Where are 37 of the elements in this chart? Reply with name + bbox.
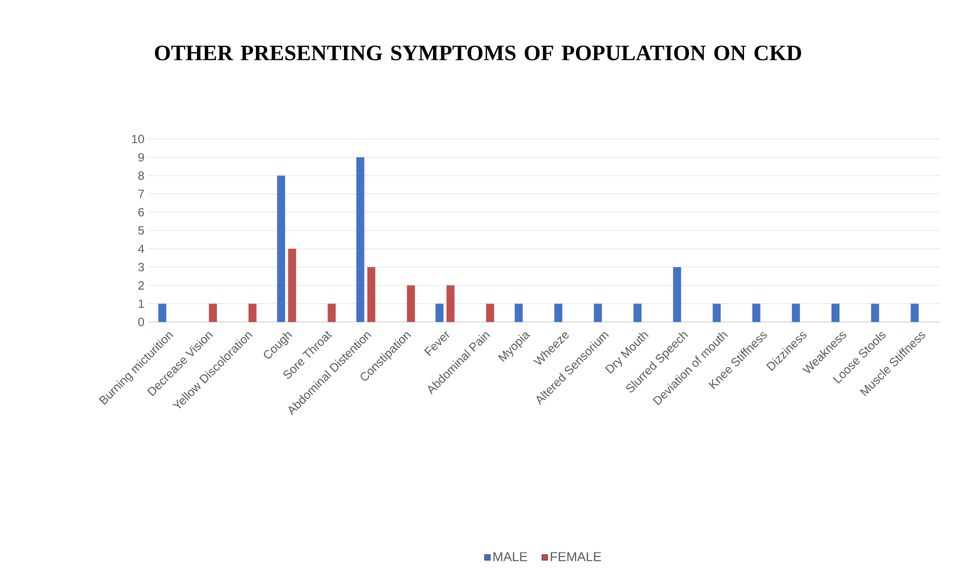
y-tick-label: 0 — [138, 318, 144, 326]
bar — [871, 304, 880, 322]
bar — [792, 304, 800, 322]
y-tick-label: 10 — [132, 134, 144, 144]
y-tick-label: 3 — [138, 262, 144, 272]
bar — [436, 304, 444, 322]
bar — [277, 176, 286, 322]
bar — [514, 304, 523, 322]
y-tick-label: 5 — [138, 226, 144, 235]
y-tick-label: 9 — [138, 153, 144, 162]
chart-title: OTHER PRESENTING SYMPTOMS OF POPULATION ON CKD — [154, 46, 802, 60]
bar — [554, 304, 562, 322]
bar — [248, 304, 257, 322]
bar — [446, 285, 455, 322]
bar — [158, 304, 166, 322]
bar — [634, 304, 642, 322]
y-tick-label: 2 — [138, 281, 144, 290]
bar — [832, 304, 840, 322]
bar — [712, 304, 721, 322]
y-tick-label: 8 — [138, 171, 144, 180]
bar — [356, 157, 364, 322]
legend-label: FEMALE — [550, 552, 602, 562]
y-tick-label: 7 — [138, 190, 144, 198]
bar — [752, 304, 760, 322]
y-tick-label: 4 — [138, 244, 144, 253]
bar — [673, 267, 682, 322]
bar — [406, 285, 415, 322]
bar — [288, 248, 296, 322]
y-tick-label: 1 — [138, 300, 144, 308]
y-tick-label: 6 — [138, 208, 144, 216]
bar — [594, 304, 602, 322]
bar — [367, 267, 376, 322]
bar — [208, 304, 217, 322]
legend-label: MALE — [494, 552, 528, 562]
bar — [910, 304, 919, 322]
bar — [328, 304, 336, 322]
bar — [486, 304, 494, 322]
